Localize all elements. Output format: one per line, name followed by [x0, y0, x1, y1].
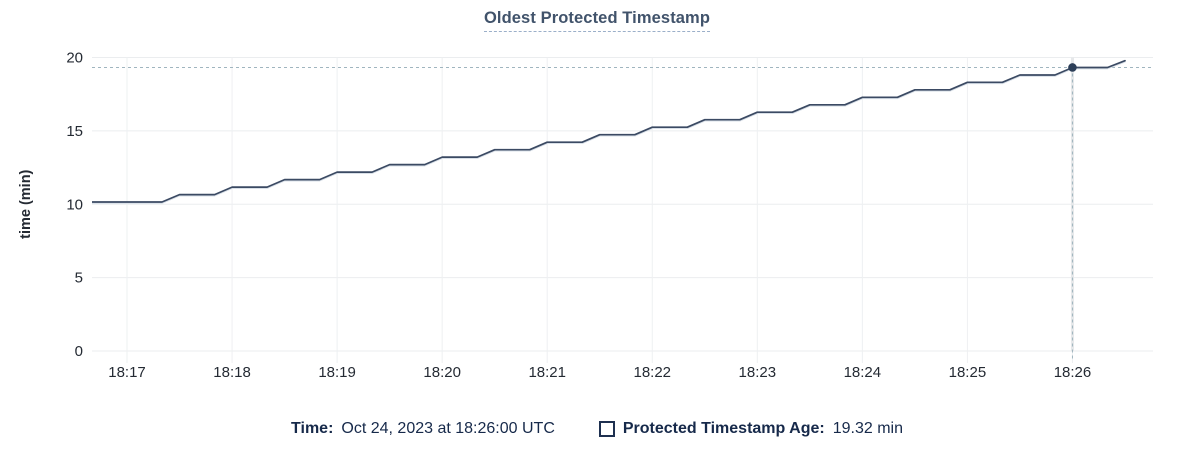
- x-tick-label: 18:23: [739, 364, 777, 381]
- time-label: Time:: [291, 420, 334, 437]
- x-tick-label: 18:18: [213, 364, 251, 381]
- y-axis-title: time (min): [18, 169, 34, 238]
- series-label: Protected Timestamp Age:: [622, 420, 825, 437]
- chart-title[interactable]: Oldest Protected Timestamp: [483, 9, 711, 32]
- x-tick-label: 18:17: [108, 364, 146, 381]
- y-tick-label: 20: [66, 50, 83, 67]
- x-tick-label: 18:22: [633, 364, 671, 381]
- series-swatch-icon: [598, 421, 615, 437]
- series-value: 19.32 min: [832, 420, 903, 437]
- y-tick-label: 15: [66, 123, 83, 140]
- x-tick-label: 18:20: [423, 364, 461, 381]
- hover-band: [1070, 57, 1074, 351]
- y-tick-label: 5: [75, 270, 83, 287]
- y-tick-label: 0: [75, 343, 83, 360]
- y-tick-label: 10: [66, 196, 83, 213]
- chart-header: Oldest Protected Timestamp: [0, 9, 1194, 32]
- time-value: Oct 24, 2023 at 18:26:00 UTC: [341, 420, 555, 437]
- x-tick-label: 18:25: [949, 364, 987, 381]
- x-tick-label: 18:24: [844, 364, 882, 381]
- series-line: [92, 59, 1126, 203]
- x-tick-label: 18:26: [1054, 364, 1092, 381]
- hover-point-dot: [1068, 63, 1077, 72]
- x-tick-label: 18:19: [318, 364, 356, 381]
- x-tick-label: 18:21: [528, 364, 566, 381]
- hover-legend: Time: Oct 24, 2023 at 18:26:00 UTC Prote…: [0, 419, 1194, 439]
- timeseries-chart[interactable]: 0 5 10 15 20 18:17 18:18 18:19 18:20 18:21 18:22 18…: [0, 35, 1194, 405]
